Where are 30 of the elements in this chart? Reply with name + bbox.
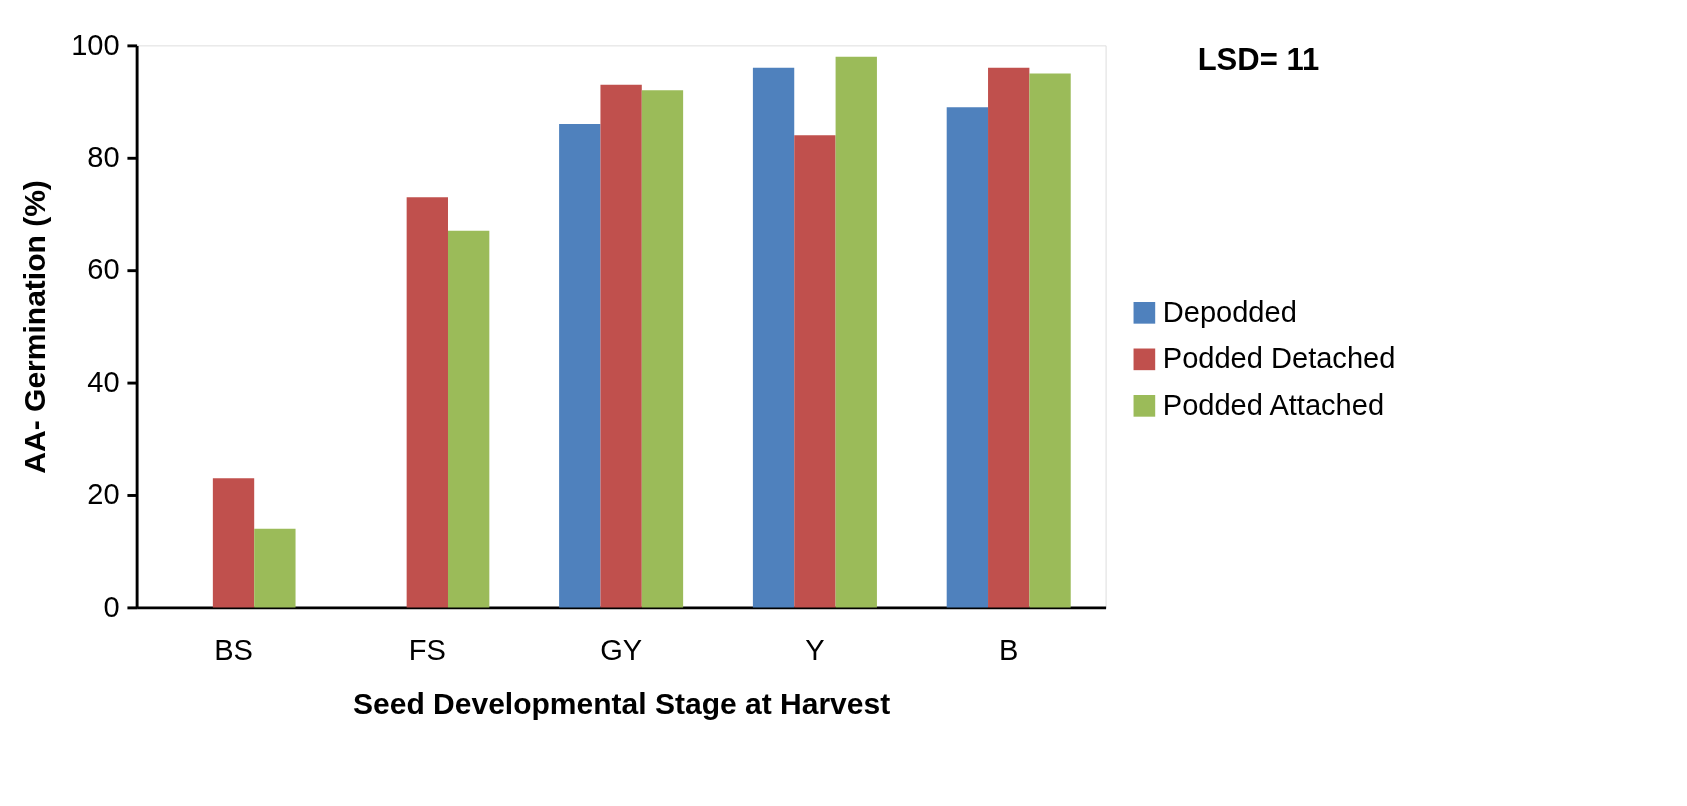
legend-label: Depodded	[1162, 295, 1297, 328]
y-tick-label: 100	[71, 28, 120, 61]
bar	[406, 197, 448, 608]
text: LSD= 11	[1197, 41, 1320, 77]
y-axis-title: AA- Germination (%)	[18, 180, 52, 474]
bar	[946, 107, 989, 608]
x-tick-label: GY	[600, 634, 643, 667]
bar	[752, 67, 795, 608]
y-tick-label: 0	[103, 590, 120, 623]
bar	[254, 528, 296, 608]
x-tick-label: Y	[805, 634, 825, 667]
bar	[988, 67, 1030, 608]
bar	[600, 84, 642, 608]
legend-label: Podded Detached	[1162, 342, 1396, 375]
y-tick-label: 20	[87, 478, 120, 511]
bar	[559, 124, 601, 608]
x-tick-label: BS	[214, 634, 253, 667]
x-tick-label: B	[999, 634, 1019, 667]
y-tick-label: 80	[87, 141, 120, 173]
x-axis-title: Seed Developmental Stage at Harvest	[353, 686, 891, 720]
y-tick-label: 60	[87, 253, 120, 286]
bar	[835, 56, 877, 608]
bar	[447, 230, 490, 608]
bar	[212, 478, 255, 608]
x-tick-label: FS	[408, 634, 446, 667]
bar	[641, 90, 684, 608]
legend-label: Podded Attached	[1162, 388, 1385, 421]
bar	[794, 135, 836, 608]
bar	[1029, 73, 1071, 608]
y-tick-label: 40	[87, 365, 120, 398]
